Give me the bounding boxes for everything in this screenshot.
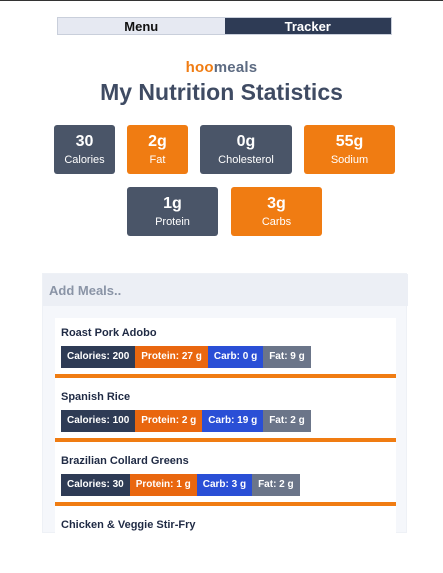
stat-value: 2g xyxy=(148,132,167,150)
meal-item[interactable]: Chicken & Veggie Stir-Fry xyxy=(55,510,396,534)
stat-value: 1g xyxy=(163,194,182,212)
stat-label: Cholesterol xyxy=(218,153,274,166)
fat-chip: Fat: 2 g xyxy=(252,474,300,496)
stat-value: 0g xyxy=(236,132,256,150)
stat-value: 30 xyxy=(75,132,94,150)
calories-chip: Calories: 100 xyxy=(61,410,136,432)
stat-calories: 30 Calories xyxy=(54,125,115,174)
stat-value: 55g xyxy=(335,132,364,150)
page-title: My Nutrition Statistics xyxy=(100,79,343,105)
stat-label: Fat xyxy=(149,153,166,166)
stat-value: 3g xyxy=(267,194,286,212)
meal-list[interactable]: Roast Pork Adobo Calories: 200 Protein: … xyxy=(55,318,396,534)
fat-chip: Fat: 9 g xyxy=(263,346,311,368)
tab-menu[interactable]: Menu xyxy=(58,18,225,34)
meal-nutrition-chips: Calories: 100 Protein: 2 g Carb: 19 g Fa… xyxy=(61,410,311,432)
add-meals-panel: Add Meals.. Roast Pork Adobo Calories: 2… xyxy=(42,273,408,534)
protein-chip: Protein: 1 g xyxy=(129,474,197,496)
calories-chip: Calories: 200 xyxy=(61,346,136,368)
carb-chip: Carb: 19 g xyxy=(202,410,264,432)
stat-carbs: 3g Carbs xyxy=(231,187,322,236)
add-meals-title: Add Meals.. xyxy=(49,283,122,298)
add-meals-header: Add Meals.. xyxy=(43,274,408,306)
carb-chip: Carb: 3 g xyxy=(196,474,253,496)
meal-name: Roast Pork Adobo xyxy=(61,327,157,339)
nav-tabs: Menu Tracker xyxy=(57,17,392,35)
meal-name: Spanish Rice xyxy=(61,391,131,403)
meal-nutrition-chips: Calories: 30 Protein: 1 g Carb: 3 g Fat:… xyxy=(61,474,300,496)
fat-chip: Fat: 2 g xyxy=(263,410,311,432)
meal-item[interactable]: Spanish Rice Calories: 100 Protein: 2 g … xyxy=(55,382,396,442)
calories-chip: Calories: 30 xyxy=(61,474,130,496)
meal-name: Brazilian Collard Greens xyxy=(61,455,189,467)
stat-protein: 1g Protein xyxy=(127,187,218,236)
brand-meals: meals xyxy=(213,59,258,76)
meal-nutrition-chips: Calories: 200 Protein: 27 g Carb: 0 g Fa… xyxy=(61,346,311,368)
protein-chip: Protein: 2 g xyxy=(135,410,203,432)
stat-label: Sodium xyxy=(330,153,369,166)
brand-hoo: hoo xyxy=(185,59,214,76)
top-border xyxy=(0,0,443,1)
meal-item[interactable]: Brazilian Collard Greens Calories: 30 Pr… xyxy=(55,446,396,506)
stat-fat: 2g Fat xyxy=(127,125,188,174)
stat-label: Carbs xyxy=(261,215,292,228)
stat-cholesterol: 0g Cholesterol xyxy=(200,125,292,174)
tab-tracker[interactable]: Tracker xyxy=(224,18,391,34)
protein-chip: Protein: 27 g xyxy=(135,346,208,368)
stat-label: Calories xyxy=(64,153,105,166)
stat-label: Protein xyxy=(155,215,190,228)
meal-item[interactable]: Roast Pork Adobo Calories: 200 Protein: … xyxy=(55,318,396,378)
meal-name: Chicken & Veggie Stir-Fry xyxy=(61,519,196,531)
stat-sodium: 55g Sodium xyxy=(304,125,395,174)
brand-logo: hoomeals xyxy=(0,59,443,76)
carb-chip: Carb: 0 g xyxy=(207,346,264,368)
